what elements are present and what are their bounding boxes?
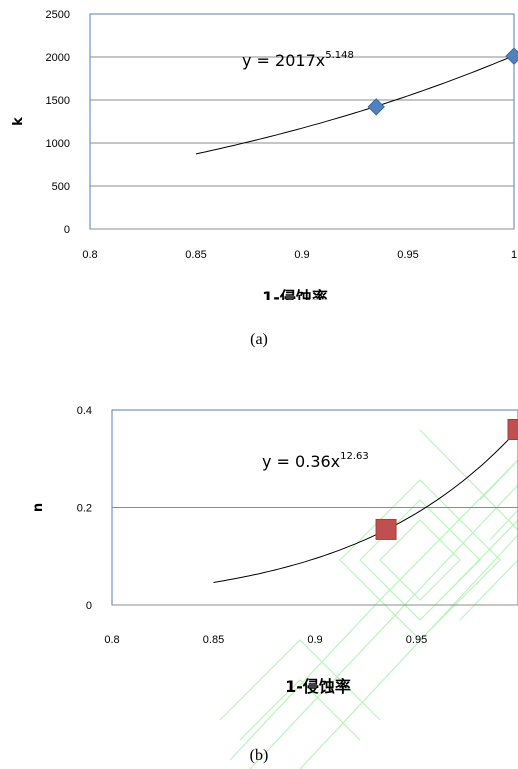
trendline-equation: y = 0.36x12.63	[262, 451, 369, 471]
caption-a: (a)	[250, 331, 268, 348]
trendline-equation: y = 2017x5.148	[242, 50, 354, 70]
chart-a: 0 500 1000 1500 2000 2500 0.8 0.85 0.9 0.95 1 1-侵蚀率…	[0, 0, 518, 300]
y-tick-label: 2000	[46, 52, 70, 64]
x-tick-label: 1	[511, 249, 517, 261]
y-tick-label: 500	[52, 181, 70, 193]
x-tick-label: 0.8	[104, 634, 119, 646]
y-axis-title: k	[11, 117, 26, 126]
x-tick-label: 0.9	[294, 249, 309, 261]
data-point	[367, 98, 385, 116]
equation-base: y = 0.36x	[262, 452, 340, 471]
x-axis-title: 1-侵蚀率	[285, 677, 351, 696]
y-tick-label: 0	[64, 224, 70, 236]
y-tick-label: 1000	[46, 138, 70, 150]
plot-area-border	[89, 13, 515, 230]
y-axis-title: n	[31, 503, 46, 512]
equation-exponent: 12.63	[340, 451, 369, 462]
y-tick-label: 0	[86, 600, 92, 612]
caption-b: (b)	[249, 747, 269, 764]
trendline	[213, 429, 518, 583]
y-tick-label: 0.4	[77, 405, 92, 417]
x-axis-title: 1-侵蚀率	[262, 288, 328, 300]
equation-base: y = 2017x	[242, 51, 325, 70]
chart-svg-0: 0 500 1000 1500 2000 2500 0.8 0.85 0.9 0.95 1 1-侵蚀率…	[11, 9, 518, 300]
x-tick-label: 0.85	[203, 634, 224, 646]
x-tick-label: 0.95	[397, 249, 418, 261]
data-point	[505, 47, 518, 65]
x-tick-label: 0.95	[406, 634, 427, 646]
data-point	[375, 518, 397, 540]
x-tick-label: 0.85	[185, 249, 206, 261]
trendline	[195, 55, 515, 155]
y-tick-label: 1500	[46, 95, 70, 107]
data-point	[507, 419, 518, 440]
equation-exponent: 5.148	[325, 50, 354, 61]
x-tick-label: 0.9	[307, 634, 322, 646]
y-tick-label: 2500	[46, 9, 70, 21]
x-tick-label: 0.8	[82, 249, 97, 261]
chart-b: 0 0.2 0.4 0.8 0.85 0.9 0.95 1-侵蚀率 n y = 0.36x12.6…	[0, 395, 518, 705]
y-tick-label: 0.2	[77, 503, 92, 515]
chart-svg-1: 0 0.2 0.4 0.8 0.85 0.9 0.95 1-侵蚀率 n y = 0.36x12.6…	[31, 405, 518, 696]
